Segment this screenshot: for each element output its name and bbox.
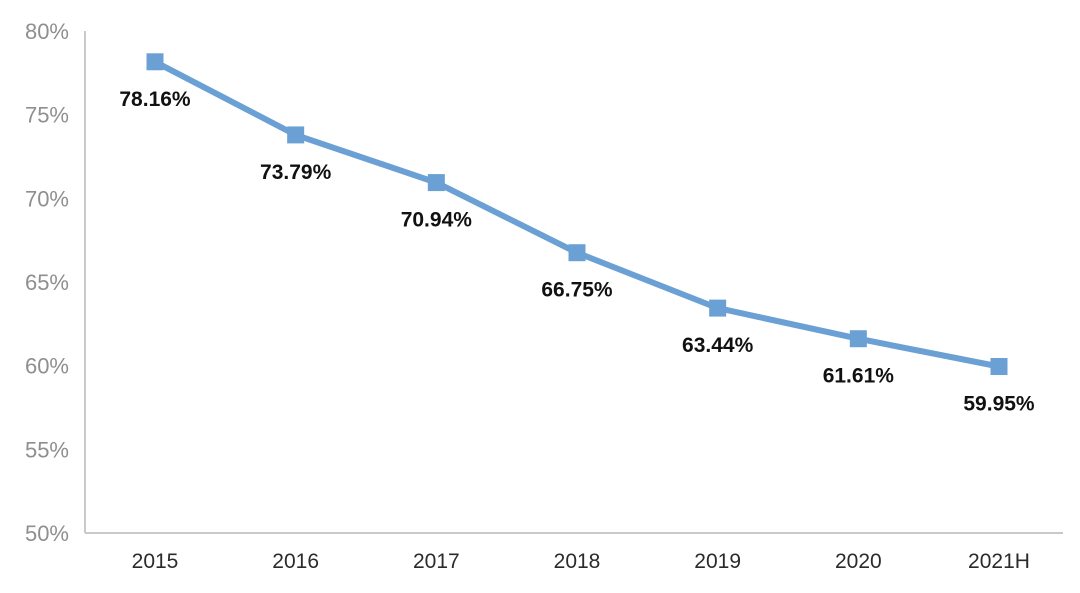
data-point-marker	[568, 244, 586, 262]
data-point-marker	[849, 330, 867, 348]
data-point-marker	[427, 174, 445, 192]
y-axis-tick-label: 70%	[25, 186, 69, 211]
y-axis-tick-label: 65%	[25, 270, 69, 295]
x-axis-tick-label: 2015	[132, 550, 179, 573]
y-axis-tick-label: 50%	[25, 521, 69, 546]
data-point-label: 70.94%	[401, 209, 473, 232]
x-axis-tick-label: 2021H	[968, 550, 1030, 573]
data-point-label: 61.61%	[823, 365, 895, 388]
data-point-marker	[990, 358, 1008, 376]
x-axis-tick-label: 2017	[413, 550, 460, 573]
series-line	[152, 58, 1002, 370]
data-point-label: 59.95%	[963, 393, 1035, 416]
y-axis-tick-label: 55%	[25, 437, 69, 462]
data-point-label: 73.79%	[260, 161, 332, 184]
data-point-marker	[146, 53, 164, 71]
x-axis-tick-label: 2020	[835, 550, 882, 573]
data-point-label: 66.75%	[541, 279, 613, 302]
x-axis-tick-label: 2019	[694, 550, 741, 573]
data-point-label: 63.44%	[682, 334, 754, 357]
data-point-marker	[287, 126, 305, 144]
y-axis-tick-label: 80%	[25, 19, 69, 44]
x-axis-tick-label: 2018	[554, 550, 601, 573]
x-axis-tick-label: 2016	[272, 550, 319, 573]
y-axis-tick-label: 75%	[25, 103, 69, 128]
data-point-marker	[709, 299, 727, 317]
y-axis-tick-label: 60%	[25, 354, 69, 379]
data-point-label: 78.16%	[119, 88, 191, 111]
